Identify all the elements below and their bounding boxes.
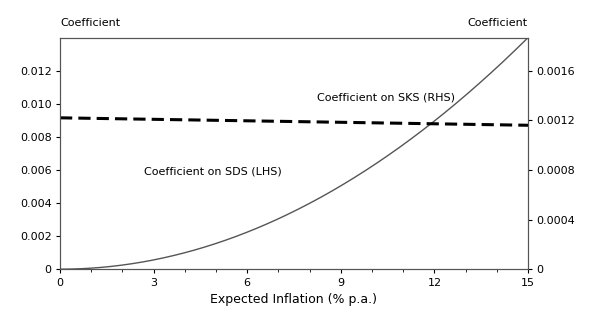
Text: Coefficient on SDS (LHS): Coefficient on SDS (LHS) — [144, 167, 282, 177]
X-axis label: Expected Inflation (% p.a.): Expected Inflation (% p.a.) — [211, 293, 377, 306]
Text: Coefficient: Coefficient — [60, 18, 120, 28]
Text: Coefficient: Coefficient — [468, 18, 528, 28]
Text: Coefficient on SKS (RHS): Coefficient on SKS (RHS) — [317, 92, 455, 102]
